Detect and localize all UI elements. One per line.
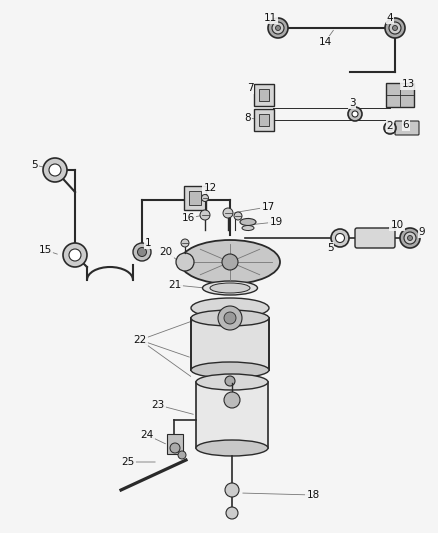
Circle shape xyxy=(336,233,345,243)
FancyBboxPatch shape xyxy=(355,228,395,248)
Circle shape xyxy=(133,243,151,261)
Ellipse shape xyxy=(240,219,256,225)
Circle shape xyxy=(404,232,416,244)
Text: 3: 3 xyxy=(349,98,355,108)
Circle shape xyxy=(69,249,81,261)
Circle shape xyxy=(348,107,362,121)
Circle shape xyxy=(392,26,398,30)
Circle shape xyxy=(222,254,238,270)
Circle shape xyxy=(400,228,420,248)
Circle shape xyxy=(331,229,349,247)
Text: 15: 15 xyxy=(39,245,52,255)
Ellipse shape xyxy=(242,225,254,230)
FancyBboxPatch shape xyxy=(254,84,274,106)
Circle shape xyxy=(181,239,189,247)
Circle shape xyxy=(407,236,413,240)
FancyBboxPatch shape xyxy=(189,191,201,205)
Circle shape xyxy=(218,306,242,330)
Text: 6: 6 xyxy=(403,120,410,130)
Text: 5: 5 xyxy=(327,243,333,253)
Circle shape xyxy=(176,253,194,271)
Circle shape xyxy=(224,392,240,408)
FancyBboxPatch shape xyxy=(191,318,269,370)
Text: 2: 2 xyxy=(387,121,393,131)
Circle shape xyxy=(225,376,235,386)
Text: 16: 16 xyxy=(181,213,194,223)
Text: 21: 21 xyxy=(168,280,182,290)
Text: 13: 13 xyxy=(401,79,415,89)
Ellipse shape xyxy=(191,310,269,326)
Circle shape xyxy=(276,26,280,30)
Text: 22: 22 xyxy=(134,335,147,345)
Text: 24: 24 xyxy=(140,430,154,440)
Circle shape xyxy=(43,158,67,182)
Circle shape xyxy=(223,208,233,218)
Circle shape xyxy=(224,312,236,324)
Text: 9: 9 xyxy=(419,227,425,237)
Text: 4: 4 xyxy=(387,13,393,23)
Text: 14: 14 xyxy=(318,37,332,47)
FancyBboxPatch shape xyxy=(386,83,414,107)
Text: 17: 17 xyxy=(261,202,275,212)
Circle shape xyxy=(201,195,208,201)
Text: 12: 12 xyxy=(203,183,217,193)
Ellipse shape xyxy=(202,281,258,295)
FancyBboxPatch shape xyxy=(258,89,269,101)
Ellipse shape xyxy=(196,440,268,456)
Circle shape xyxy=(63,243,87,267)
Circle shape xyxy=(234,212,242,220)
Text: 11: 11 xyxy=(263,13,277,23)
Ellipse shape xyxy=(180,240,280,284)
Circle shape xyxy=(268,18,288,38)
FancyBboxPatch shape xyxy=(258,114,269,126)
Text: 5: 5 xyxy=(32,160,38,170)
Circle shape xyxy=(389,22,401,34)
Circle shape xyxy=(384,122,396,134)
Ellipse shape xyxy=(196,374,268,390)
Text: 10: 10 xyxy=(390,220,403,230)
Circle shape xyxy=(385,18,405,38)
Circle shape xyxy=(178,451,186,459)
FancyBboxPatch shape xyxy=(167,434,183,454)
Ellipse shape xyxy=(191,362,269,378)
Ellipse shape xyxy=(191,298,269,318)
Text: 19: 19 xyxy=(269,217,283,227)
Circle shape xyxy=(49,164,61,176)
FancyBboxPatch shape xyxy=(254,109,274,131)
FancyBboxPatch shape xyxy=(395,121,419,135)
Text: 7: 7 xyxy=(247,83,253,93)
FancyBboxPatch shape xyxy=(184,186,206,210)
Circle shape xyxy=(272,22,284,34)
Text: 20: 20 xyxy=(159,247,173,257)
Circle shape xyxy=(388,125,392,131)
Circle shape xyxy=(226,507,238,519)
Text: 23: 23 xyxy=(152,400,165,410)
Text: 25: 25 xyxy=(121,457,134,467)
Text: 8: 8 xyxy=(245,113,251,123)
Text: 1: 1 xyxy=(145,238,151,248)
Circle shape xyxy=(225,483,239,497)
Circle shape xyxy=(138,247,146,256)
Circle shape xyxy=(170,443,180,453)
Text: 18: 18 xyxy=(306,490,320,500)
FancyBboxPatch shape xyxy=(196,382,268,448)
Circle shape xyxy=(352,111,358,117)
Ellipse shape xyxy=(210,283,250,293)
Circle shape xyxy=(200,210,210,220)
